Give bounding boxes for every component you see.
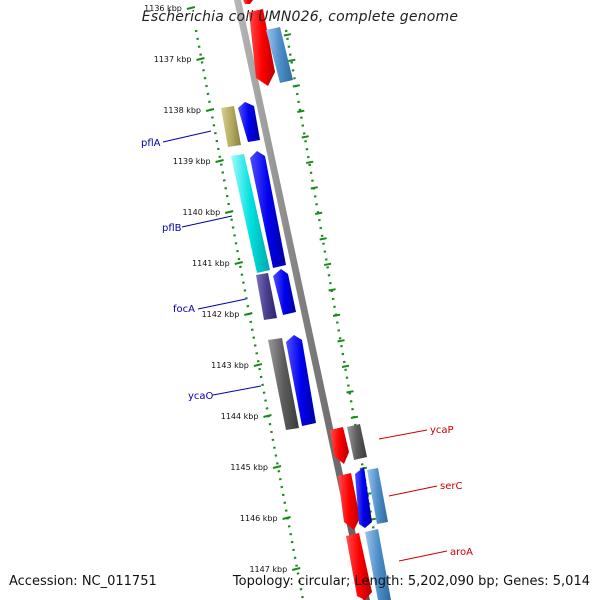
scale-tick — [253, 363, 263, 367]
track-tick — [297, 109, 305, 113]
genome-summary-text: Topology: circular; Length: 5,202,090 bp… — [232, 574, 590, 589]
label-lines — [162, 130, 448, 562]
leader-pflB — [181, 215, 233, 228]
scale-tick — [186, 6, 196, 10]
cds-serC — [338, 473, 360, 530]
cds-top-steel — [266, 27, 293, 83]
gene-label-focA: focA — [173, 304, 195, 315]
cds-focA-forward — [273, 269, 296, 315]
cds-aroA — [346, 533, 372, 600]
track-tick — [301, 135, 309, 139]
leader-pflA — [162, 130, 212, 143]
scale-ticks: 1136 kbp 1137 kbp 1138 kbp 1139 kbp 1140 kbp… — [144, 4, 301, 574]
scale-tick-label: 1145 kbp — [230, 463, 268, 472]
scale-tick — [291, 567, 301, 571]
scale-tick — [224, 210, 234, 214]
scale-tick-label: 1141 kbp — [192, 259, 230, 268]
gene-labels: pflA pflB focA ycaO ycaP serC aroA — [141, 138, 473, 558]
cds-pflB-forward — [250, 151, 286, 268]
cds-top-red-2 — [249, 9, 275, 86]
scale-tick-label: 1146 kbp — [240, 514, 278, 523]
track-tick — [306, 160, 314, 164]
scale-tick — [196, 57, 205, 61]
track-tick — [337, 339, 345, 343]
track-tick — [315, 211, 323, 215]
cds-pflB — [231, 154, 270, 273]
track-ticks — [283, 33, 390, 598]
cds-ycaO — [268, 338, 299, 430]
track-tick — [328, 288, 336, 292]
gene-label-serC: serC — [440, 481, 462, 492]
scale-tick-label: 1140 kbp — [182, 208, 220, 217]
track-tick — [283, 33, 292, 37]
scale-tick — [205, 108, 215, 112]
gene-label-pflA: pflA — [141, 138, 161, 149]
cds-serC-forward — [355, 467, 372, 528]
track-tick — [292, 84, 301, 88]
leader-aroA — [398, 550, 448, 562]
scale-tick-label: 1142 kbp — [202, 310, 240, 319]
track-tick — [319, 237, 327, 241]
cds-pflA-forward — [238, 102, 260, 142]
cds-serC-steel — [367, 468, 388, 524]
scale-tick-label: 1144 kbp — [221, 412, 259, 421]
scale-ruler — [194, 29, 305, 600]
gene-label-aroA: aroA — [450, 547, 473, 558]
scale-tick — [263, 414, 272, 418]
scale-tick-label: 1139 kbp — [173, 157, 211, 166]
cds-ycaP — [330, 427, 349, 464]
leader-serC — [388, 485, 438, 497]
scale-tick — [215, 159, 224, 163]
features — [221, 0, 391, 600]
track-tick — [341, 364, 350, 368]
scale-tick — [272, 465, 282, 469]
track-tick — [288, 58, 296, 62]
scale-tick-label: 1147 kbp — [249, 565, 287, 574]
cds-aroA-steel — [365, 529, 391, 600]
cds-pflA — [221, 106, 241, 147]
track-tick — [332, 313, 341, 317]
track-tick — [346, 390, 354, 394]
leader-focA — [197, 298, 247, 310]
cds-top-red — [243, 0, 253, 4]
scale-tick-label: 1143 kbp — [211, 361, 249, 370]
genome-title: Escherichia coli UMN026, complete genome — [141, 9, 459, 25]
gene-label-pflB: pflB — [162, 223, 182, 234]
cds-focA — [256, 273, 277, 320]
gene-label-ycaO: ycaO — [188, 391, 214, 402]
scale-tick-label: 1136 kbp — [144, 4, 182, 13]
track-tick — [323, 262, 332, 266]
scale-tick — [244, 312, 253, 316]
scale-tick — [282, 516, 291, 520]
scale-tick — [234, 261, 243, 265]
track-tick — [350, 415, 359, 419]
cds-ycaO-forward — [286, 335, 316, 426]
scale-tick-label: 1137 kbp — [154, 55, 192, 64]
track-tick — [310, 186, 318, 190]
cds-ycaP-gray — [347, 424, 367, 460]
leader-ycaP — [378, 429, 428, 440]
leader-ycaO — [212, 385, 262, 396]
accession-text: Accession: NC_011751 — [9, 574, 157, 589]
gene-label-ycaP: ycaP — [430, 425, 454, 436]
scale-tick-label: 1138 kbp — [163, 106, 201, 115]
